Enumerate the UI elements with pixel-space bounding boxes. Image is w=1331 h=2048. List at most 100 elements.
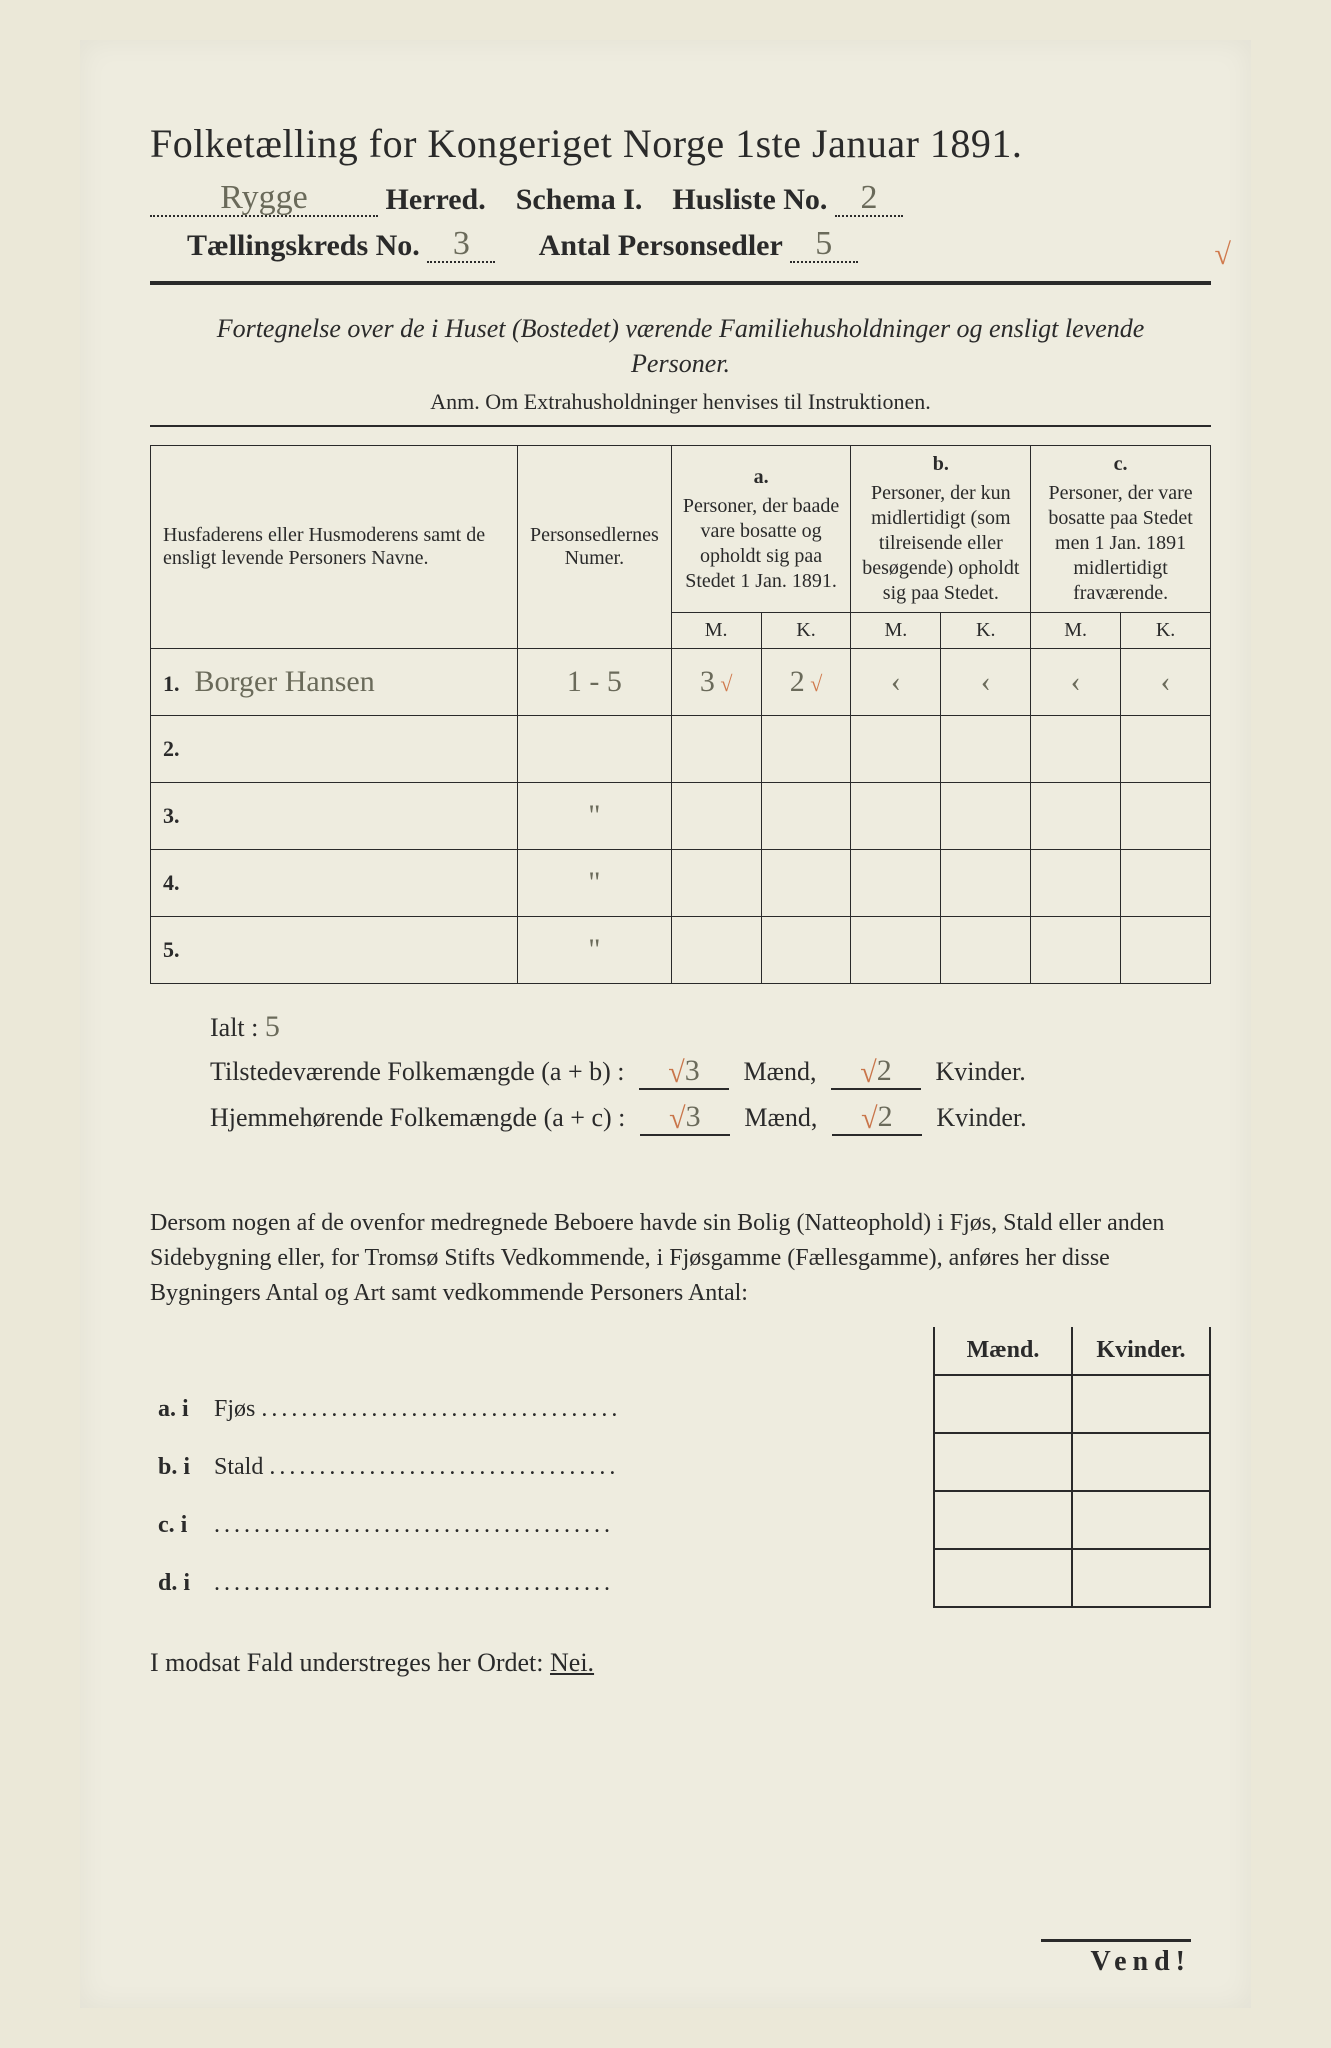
hjemme-line: Hjemmehørende Folkemængde (a + c) : √3 M… <box>210 1100 1211 1136</box>
row-name-value: Borger Hansen <box>187 665 375 698</box>
dot-leader: ........................................ <box>214 1570 614 1596</box>
table-cell <box>941 917 1031 984</box>
side-item-cell: c. i ...................................… <box>150 1491 934 1549</box>
table-cell <box>851 850 941 917</box>
col-b-text: Personer, der kun midlertidigt (som tilr… <box>862 482 1019 604</box>
hjemme-k: 2 <box>878 1100 893 1133</box>
cell-value: ‹ <box>1071 665 1081 698</box>
sidebygning-table: Mænd. Kvinder. a. i Fjøs ...............… <box>150 1327 1211 1608</box>
cell-value: ‹ <box>1161 665 1171 698</box>
side-maend-cell <box>934 1375 1072 1433</box>
cell-value: ‹ <box>891 665 901 698</box>
side-maend-cell <box>934 1433 1072 1491</box>
side-item-cell: a. i Fjøs ..............................… <box>150 1375 934 1433</box>
maend-label: Mænd, <box>744 1057 817 1086</box>
personsedler-cell: " <box>518 783 672 850</box>
fortegnelse-text: Fortegnelse over de i Huset (Bostedet) v… <box>190 311 1171 381</box>
side-table-row: a. i Fjøs ..............................… <box>150 1375 1210 1433</box>
side-kvinder-cell <box>1072 1549 1210 1607</box>
ialt-label: Ialt : <box>210 1013 258 1042</box>
totals-block: Ialt : 5 Tilstedeværende Folkemængde (a … <box>210 1010 1211 1136</box>
hjemme-k-slot: √2 <box>832 1100 922 1136</box>
col-c-text: Personer, der vare bosatte paa Stedet me… <box>1048 482 1192 604</box>
col-b-m: M. <box>851 613 941 649</box>
row-name-cell: 2. <box>151 716 518 783</box>
side-item-cell: b. i Stald .............................… <box>150 1433 934 1491</box>
kreds-label: Tællingskreds No. <box>187 229 420 262</box>
side-item-text: Stald <box>208 1454 269 1480</box>
table-cell <box>941 716 1031 783</box>
table-cell <box>1121 716 1211 783</box>
row-name-cell: 1. Borger Hansen <box>151 649 518 716</box>
col-a-text: Personer, der baade vare bosatte og opho… <box>683 495 839 592</box>
table-cell <box>671 716 761 783</box>
tilstede-label: Tilstedeværende Folkemængde (a + b) : <box>210 1057 625 1086</box>
page-title: Folketælling for Kongeriget Norge 1ste J… <box>150 120 1211 167</box>
tilstede-m-slot: √3 <box>639 1054 729 1090</box>
table-cell <box>1031 917 1121 984</box>
sidebygning-paragraph: Dersom nogen af de ovenfor medregnede Be… <box>150 1206 1211 1310</box>
side-maend-cell <box>934 1491 1072 1549</box>
side-table-row: c. i ...................................… <box>150 1491 1210 1549</box>
col-a-header: a. Personer, der baade vare bosatte og o… <box>671 446 851 613</box>
col-b-header: b. Personer, der kun midlertidigt (som t… <box>851 446 1031 613</box>
row-number: 4. <box>163 870 187 896</box>
nei-line: I modsat Fald understreges her Ordet: Ne… <box>150 1648 1211 1678</box>
tilstede-k-slot: √2 <box>831 1054 921 1090</box>
vend-label: Vend! <box>1041 1939 1191 1978</box>
table-cell <box>761 783 851 850</box>
table-cell: 3 √ <box>671 649 761 716</box>
husliste-label: Husliste No. <box>672 183 827 216</box>
header-line-2: Tællingskreds No. 3 Antal Personsedler 5 <box>150 227 1211 263</box>
col-c-header: c. Personer, der vare bosatte paa Stedet… <box>1031 446 1211 613</box>
table-cell <box>671 917 761 984</box>
side-maend-header: Mænd. <box>934 1327 1072 1375</box>
table-row: 1. Borger Hansen 1 - 5 3 √2 √ ‹ ‹ ‹ ‹ <box>151 649 1211 716</box>
tilstede-m: 3 <box>685 1054 700 1087</box>
anm-text: Anm. Om Extrahusholdninger henvises til … <box>150 389 1211 415</box>
personsedler-label: Antal Personsedler <box>539 229 783 262</box>
check-icon: √ <box>669 1102 685 1136</box>
dot-leader: .................................... <box>261 1396 621 1422</box>
form-content: Folketælling for Kongeriget Norge 1ste J… <box>150 120 1211 1678</box>
table-cell <box>941 850 1031 917</box>
row-number: 3. <box>163 803 187 829</box>
ialt-value: 5 <box>265 1010 280 1043</box>
kreds-field: 3 <box>427 227 495 263</box>
col-a-k: K. <box>761 613 851 649</box>
hjemme-m: 3 <box>686 1100 701 1133</box>
red-tick-icon: √ <box>805 671 823 696</box>
hjemme-label: Hjemmehørende Folkemængde (a + c) : <box>210 1103 625 1132</box>
husliste-field: 2 <box>835 181 903 217</box>
col-a-m: M. <box>671 613 761 649</box>
cell-value: ‹ <box>981 665 991 698</box>
check-icon: √ <box>861 1102 877 1136</box>
table-cell <box>1031 783 1121 850</box>
table-cell: 2 √ <box>761 649 851 716</box>
kvinder-label: Kvinder. <box>936 1103 1026 1132</box>
kvinder-label: Kvinder. <box>935 1057 1025 1086</box>
cell-value: " <box>588 799 600 832</box>
side-empty <box>150 1327 934 1375</box>
personsedler-field: 5 <box>790 227 858 263</box>
table-cell <box>1031 850 1121 917</box>
hjemme-m-slot: √3 <box>640 1100 730 1136</box>
side-item-text: Fjøs <box>208 1396 261 1422</box>
col-c-k: K. <box>1121 613 1211 649</box>
table-cell <box>851 716 941 783</box>
table-cell: ‹ <box>851 649 941 716</box>
row-name-cell: 3. <box>151 783 518 850</box>
table-row: 3. " <box>151 783 1211 850</box>
herred-field: Rygge <box>150 181 378 217</box>
side-table-row: d. i ...................................… <box>150 1549 1210 1607</box>
side-item-label: c. i <box>158 1512 208 1539</box>
row-name-cell: 5. <box>151 917 518 984</box>
divider-thin <box>150 425 1211 427</box>
row-number: 2. <box>163 736 187 762</box>
red-tick-icon: √ <box>715 671 733 696</box>
cell-value: 1 - 5 <box>567 665 622 698</box>
table-cell <box>761 716 851 783</box>
table-cell <box>761 850 851 917</box>
table-body: 1. Borger Hansen 1 - 5 3 √2 √ ‹ ‹ ‹ ‹ 2. 3. " 4. " 5… <box>151 649 1211 984</box>
side-kvinder-cell <box>1072 1491 1210 1549</box>
